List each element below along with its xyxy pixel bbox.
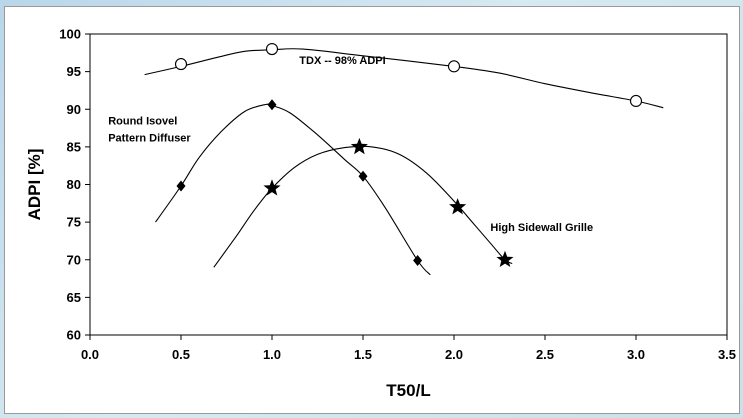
y-tick-label: 100 <box>59 27 81 42</box>
diamond-point <box>413 255 423 267</box>
star-point <box>350 137 368 155</box>
annotation-label: Round Isovel <box>108 115 177 127</box>
x-tick-label: 1.0 <box>263 347 281 362</box>
open-circle-point <box>265 42 279 56</box>
y-tick-label: 95 <box>67 64 81 79</box>
annotation-label: Pattern Diffuser <box>108 133 191 145</box>
plot-area <box>89 33 728 336</box>
series-curve <box>144 48 664 109</box>
axes <box>85 33 728 340</box>
y-axis-title: ADPI [%] <box>25 149 44 221</box>
diamond-point <box>358 170 368 182</box>
x-tick-label: 1.5 <box>354 347 372 362</box>
open-circle-point <box>447 60 461 73</box>
x-tick-label: 3.5 <box>718 347 736 362</box>
x-tick-label: 0.0 <box>81 347 99 362</box>
x-tick-label: 0.5 <box>172 347 190 362</box>
star-point <box>263 179 281 196</box>
star-point <box>449 198 467 215</box>
open-circle-point <box>174 58 188 71</box>
labels: 0.0 0.5 1.0 1.5 2.0 2.5 3.0 3.5 60 65 70 75 80 85 90 95… <box>25 27 736 401</box>
annotation-label: High Sidewall Grille <box>490 222 593 234</box>
chart-frame <box>4 6 740 414</box>
series-curve <box>155 103 431 276</box>
markers <box>174 42 643 267</box>
x-tick-label: 3.0 <box>627 347 645 362</box>
star-point <box>496 250 514 267</box>
annotation-label: TDX -- 98% ADPI <box>299 55 385 67</box>
x-axis-title: T50/L <box>386 381 430 400</box>
diamond-point <box>176 180 186 192</box>
diamond-point <box>267 99 277 111</box>
y-tick-label: 60 <box>67 328 81 343</box>
y-tick-label: 85 <box>67 139 81 154</box>
open-circle-point <box>629 94 643 108</box>
y-tick-label: 70 <box>67 252 81 267</box>
y-tick-label: 75 <box>67 215 81 230</box>
series-curve <box>213 145 513 268</box>
x-tick-label: 2.0 <box>445 347 463 362</box>
x-tick-label: 2.5 <box>536 347 554 362</box>
y-tick-label: 65 <box>67 290 81 305</box>
curves <box>144 48 664 276</box>
y-tick-label: 80 <box>67 177 81 192</box>
y-tick-label: 90 <box>67 102 81 117</box>
